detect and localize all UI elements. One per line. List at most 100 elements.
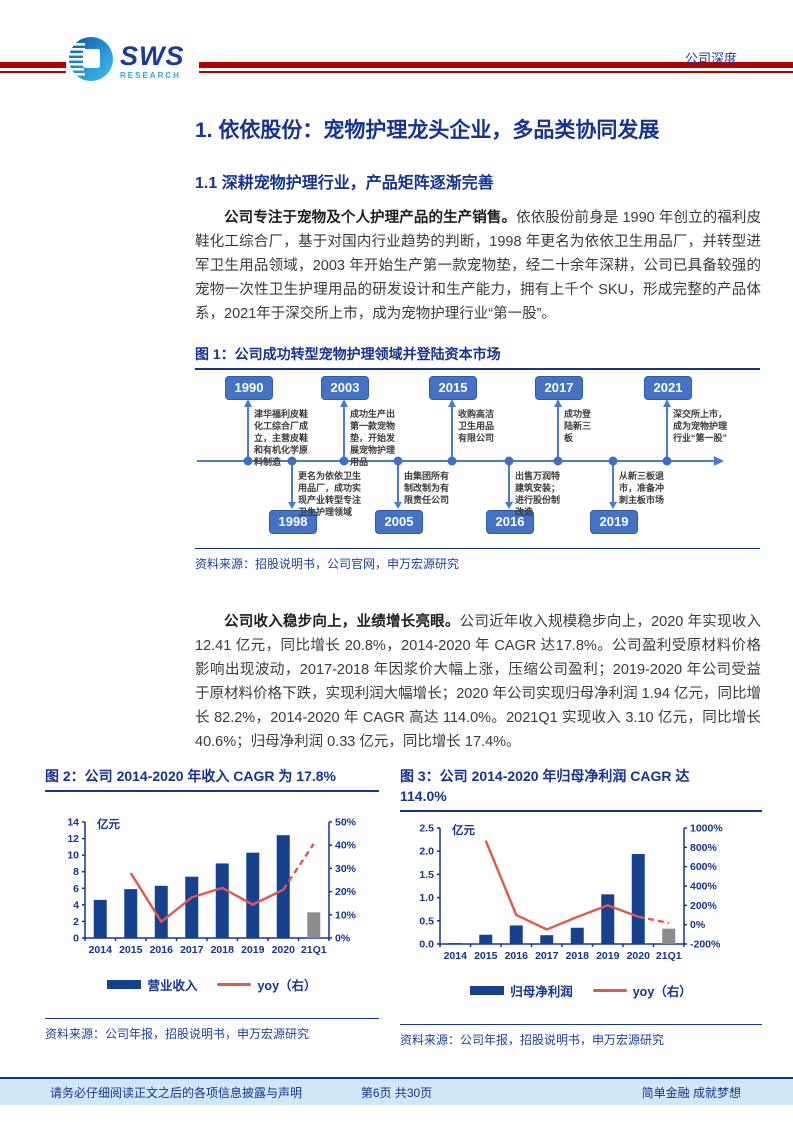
bar-2018 (215, 863, 229, 938)
sws-globe-icon (68, 36, 114, 87)
bar-2018 (570, 927, 584, 944)
timeline-event-text: 更名为依依卫生用品厂，成功实现产业转型专注卫生护理领域 (298, 471, 362, 517)
bar-2016 (509, 925, 523, 944)
svg-text:0.5: 0.5 (419, 915, 434, 927)
svg-text:亿元: 亿元 (97, 817, 120, 831)
figure3-block: 图 3：公司 2014-2020 年归母净利润 CAGR 达 114.0% 0.… (400, 766, 762, 1048)
yoy-line (129, 872, 284, 924)
legend-label: 营业收入 (147, 979, 198, 993)
timeline-year-1998: 1998 (269, 510, 317, 534)
svg-text:2.5: 2.5 (419, 823, 434, 835)
timeline-event-text: 成功生产出第一款宠物垫，开始发展宠物护理用品 (350, 409, 396, 467)
svg-text:2019: 2019 (596, 950, 620, 962)
svg-text:21Q1: 21Q1 (301, 944, 327, 956)
svg-text:1000%: 1000% (690, 823, 723, 835)
timeline-event-text: 出售万润特建筑安装；进行股份制改造 (515, 471, 561, 517)
bar-2019 (601, 894, 615, 944)
line-swatch (592, 989, 627, 992)
bar-2015 (124, 889, 138, 938)
svg-text:12: 12 (67, 833, 79, 845)
bar-21Q1 (662, 928, 676, 944)
svg-text:400%: 400% (690, 881, 718, 893)
svg-text:2015: 2015 (474, 950, 498, 962)
svg-text:2.0: 2.0 (419, 846, 434, 858)
svg-text:200%: 200% (690, 900, 718, 912)
svg-text:4: 4 (73, 899, 79, 911)
paragraph-2-body: 公司近年收入规模稳步向上，2020 年实现收入12.41 亿元，同比增长 20.… (195, 614, 761, 750)
footer-disclaimer: 请务必仔细阅读正文之后的各项信息披露与声明 (50, 1085, 303, 1100)
legend-item-line: yoy（右） (217, 975, 317, 994)
chart-svg: 0 2 4 6 8 10 12 14 0% 10% 20% 30% 40% 50% 2014 2015 2016… (67, 817, 357, 957)
figure3-title-line2: 114.0% (400, 788, 447, 804)
figure2-chart: 0 2 4 6 8 10 12 14 0% 10% 20% 30% 40% 50% 2014 2015 2016… (45, 814, 379, 969)
legend-label: yoy（右） (257, 979, 317, 993)
svg-text:0%: 0% (690, 919, 706, 931)
bar-2015 (479, 934, 493, 944)
timeline-event-text: 从新三板退市，准备冲刺主板市场 (619, 471, 665, 505)
figure3-title-line1: 图 3：公司 2014-2020 年归母净利润 CAGR 达 (400, 768, 690, 784)
brand-name: SWS (120, 41, 185, 71)
paragraph-2: 公司收入稳步向上，业绩增长亮眼。公司近年收入规模稳步向上，2020 年实现收入1… (195, 610, 761, 754)
svg-text:2019: 2019 (241, 944, 265, 956)
timeline-event-text: 津华福利皮鞋化工综合厂成立，主营皮鞋和有机化学原料制造 (254, 409, 309, 467)
svg-text:8: 8 (73, 866, 79, 878)
figure2-title: 图 2：公司 2014-2020 年收入 CAGR 为 17.8% (45, 766, 379, 792)
svg-text:2016: 2016 (505, 950, 529, 962)
svg-text:2018: 2018 (211, 944, 235, 956)
svg-text:14: 14 (67, 817, 79, 829)
brand-sub: RESEARCH (120, 71, 181, 80)
svg-text:800%: 800% (690, 842, 718, 854)
timeline-year-2003: 2003 (321, 376, 369, 400)
svg-text:亿元: 亿元 (452, 823, 475, 837)
svg-text:2015: 2015 (119, 944, 143, 956)
line-swatch (217, 983, 252, 986)
subsection-title: 1.1 深耕宠物护理行业，产品矩阵逐渐完善 (195, 175, 494, 192)
svg-text:2014: 2014 (444, 950, 468, 962)
timeline-event-text: 成功登陆新三板 (564, 409, 592, 443)
footer-slogan: 简单金融 成就梦想 (641, 1085, 741, 1100)
svg-text:0: 0 (73, 933, 79, 945)
svg-text:600%: 600% (690, 861, 718, 873)
svg-text:20%: 20% (335, 886, 357, 898)
paragraph-1-lead: 公司专注于宠物及个人护理产品的生产销售。 (224, 210, 517, 226)
legend-item-bar: 营业收入 (107, 975, 197, 994)
figure2-legend: 营业收入 yoy（右） (45, 975, 379, 994)
chart-svg: 0.0 0.5 1.0 1.5 2.0 2.5 -200% 0% 200% 400% 600% 800… (419, 823, 723, 963)
svg-text:2020: 2020 (272, 944, 296, 956)
figure1-block: 图 1：公司成功转型宠物护理领域并登陆资本市场 1990 津华福利皮鞋化工综合厂成… (195, 344, 760, 572)
svg-text:2018: 2018 (566, 950, 590, 962)
legend-label: yoy（右） (632, 985, 692, 999)
paragraph-2-lead: 公司收入稳步向上，业绩增长亮眼。 (224, 614, 460, 630)
bar-2017 (185, 876, 199, 938)
doc-type-label: 公司深度 (684, 51, 737, 66)
svg-text:2016: 2016 (150, 944, 174, 956)
header-rule-thin (0, 71, 793, 73)
footer-page-number: 第6页 共30页 (360, 1085, 433, 1100)
figure3-legend: 归母净利润 yoy（右） (400, 981, 762, 1000)
svg-text:2014: 2014 (89, 944, 113, 956)
figure2-source: 资料来源：公司年报，招股说明书，申万宏源研究 (45, 1018, 379, 1042)
svg-text:30%: 30% (335, 863, 357, 875)
yoy-line-forecast (638, 915, 669, 925)
paragraph-1-body: 依依股份前身是 1990 年创立的福利皮鞋化工综合厂，基于对国内行业趋势的判断，… (195, 210, 761, 322)
timeline-event-text: 深交所上市，成为宠物护理行业“第一股” (673, 409, 728, 443)
figure2-block: 图 2：公司 2014-2020 年收入 CAGR 为 17.8% 0 2 4 6 8 1… (45, 766, 379, 1042)
yoy-line (484, 840, 639, 931)
timeline-year-2021: 2021 (644, 376, 692, 400)
svg-text:10: 10 (67, 850, 79, 862)
timeline-event-text: 由集团所有制改制为有限责任公司 (404, 471, 450, 505)
figure1-source: 资料来源：招股说明书，公司官网，申万宏源研究 (195, 548, 760, 572)
footer: 第6页 共30页 请务必仔细阅读正文之后的各项信息披露与声明 简单金融 成就梦想 (0, 1077, 793, 1105)
svg-text:40%: 40% (335, 840, 357, 852)
timeline-year-2017: 2017 (535, 376, 583, 400)
legend-item-line: yoy（右） (592, 981, 692, 1000)
svg-text:50%: 50% (335, 817, 357, 829)
svg-text:2020: 2020 (627, 950, 651, 962)
svg-text:2017: 2017 (180, 944, 204, 956)
svg-text:0.0: 0.0 (419, 939, 434, 951)
section-title: 1. 依依股份：宠物护理龙头企业，多品类协同发展 (195, 119, 660, 142)
timeline-year-1990: 1990 (225, 376, 273, 400)
bar-swatch (470, 986, 505, 995)
header-rule (0, 62, 793, 73)
